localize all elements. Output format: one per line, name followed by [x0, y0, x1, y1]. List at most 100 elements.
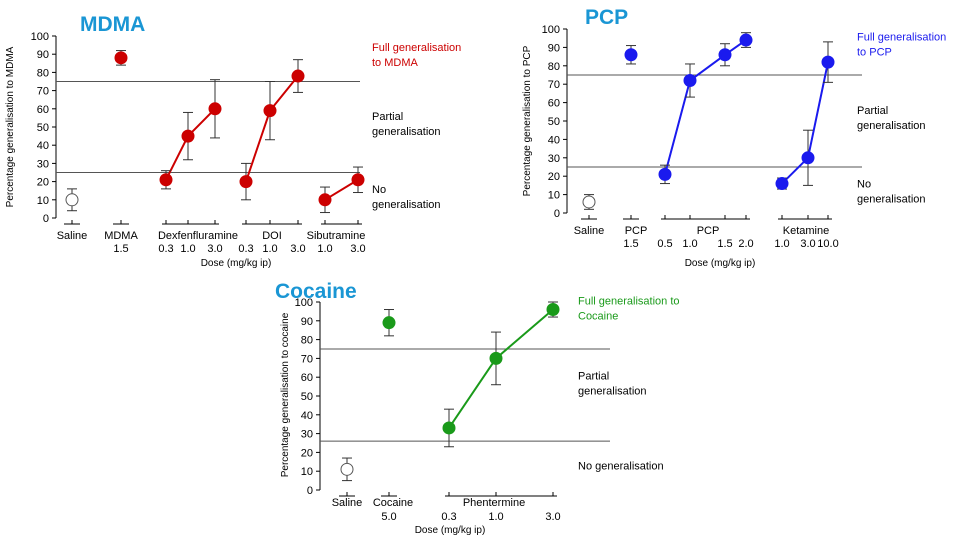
- cocaine-y-tick-label: 40: [301, 410, 313, 422]
- cocaine-annotation: No generalisation: [578, 460, 664, 472]
- mdma-y-tick-label: 70: [37, 86, 49, 98]
- pcp-y-tick-label: 80: [548, 61, 560, 73]
- pcp-x-dose-label: 1.5: [717, 238, 732, 250]
- mdma-data-point: [291, 69, 305, 83]
- mdma-chart-title: MDMA: [80, 13, 145, 36]
- cocaine-y-tick-label: 30: [301, 429, 313, 441]
- cocaine-series-line: [448, 308, 554, 429]
- pcp-x-dose-label: 1.0: [682, 238, 697, 250]
- mdma-y-tick-label: 30: [37, 158, 49, 170]
- cocaine-y-tick-label: 70: [301, 353, 313, 365]
- mdma-x-dose-label: 0.3: [158, 243, 173, 255]
- mdma-y-tick-label: 60: [37, 104, 49, 116]
- cocaine-annotation: Partial: [578, 371, 609, 383]
- mdma-data-point: [351, 173, 365, 187]
- pcp-annotation: Partial: [857, 105, 888, 117]
- cocaine-x-dose-label: 3.0: [545, 511, 560, 523]
- cocaine-data-point: [442, 421, 456, 435]
- mdma-x-group-label: Sibutramine: [307, 230, 366, 242]
- cocaine-y-tick-label: 50: [301, 391, 313, 403]
- cocaine-y-tick-label: 90: [301, 316, 313, 328]
- pcp-data-point: [801, 151, 815, 165]
- cocaine-y-tick-label: 100: [295, 297, 313, 309]
- pcp-x-dose-label: 3.0: [800, 238, 815, 250]
- mdma-x-group-label: DOI: [262, 230, 282, 242]
- cocaine-x-dose-label: 5.0: [381, 511, 396, 523]
- mdma-x-group-label: Saline: [57, 230, 88, 242]
- pcp-y-tick-label: 100: [542, 24, 560, 36]
- mdma-x-dose-label: 3.0: [207, 243, 222, 255]
- pcp-y-tick-label: 90: [548, 42, 560, 54]
- mdma-x-dose-label: 3.0: [350, 243, 365, 255]
- cocaine-y-tick-label: 0: [307, 485, 313, 497]
- cocaine-annotation: generalisation: [578, 386, 647, 398]
- cocaine-x-axis-label: Dose (mg/kg ip): [415, 525, 486, 536]
- pcp-data-point: [582, 195, 596, 209]
- pcp-data-point: [739, 33, 753, 47]
- mdma-annotation: Partial: [372, 111, 403, 123]
- pcp-y-tick-label: 30: [548, 153, 560, 165]
- pcp-y-tick-label: 10: [548, 190, 560, 202]
- mdma-annotation: No: [372, 184, 386, 196]
- pcp-y-tick-label: 0: [554, 208, 560, 220]
- mdma-data-point: [239, 175, 253, 189]
- mdma-data-point: [318, 193, 332, 207]
- pcp-x-axis-label: Dose (mg/kg ip): [685, 258, 756, 269]
- pcp-x-dose-label: 10.0: [817, 238, 838, 250]
- mdma-y-axis-label: Percentage generalisation to MDMA: [5, 46, 16, 207]
- cocaine-annotation: Cocaine: [578, 310, 618, 322]
- pcp-x-dose-label: 2.0: [738, 238, 753, 250]
- mdma-data-point: [208, 102, 222, 116]
- mdma-y-tick-label: 0: [43, 213, 49, 225]
- cocaine-x-group-label: Saline: [332, 497, 363, 509]
- mdma-y-tick-label: 50: [37, 122, 49, 134]
- cocaine-data-point: [546, 303, 560, 317]
- mdma-x-dose-label: 1.0: [180, 243, 195, 255]
- pcp-annotation: generalisation: [857, 120, 926, 132]
- mdma-y-tick-label: 40: [37, 140, 49, 152]
- mdma-annotation: generalisation: [372, 126, 441, 138]
- mdma-annotation: generalisation: [372, 199, 441, 211]
- cocaine-data-point: [340, 462, 354, 476]
- pcp-data-point: [775, 177, 789, 191]
- cocaine-annotation: Full generalisation to: [578, 295, 680, 307]
- pcp-annotation: No: [857, 179, 871, 191]
- pcp-x-dose-label: 1.5: [623, 238, 638, 250]
- mdma-x-group-label: Dexfenfluramine: [158, 230, 238, 242]
- pcp-annotation: Full generalisation: [857, 31, 946, 43]
- pcp-annotation: to PCP: [857, 46, 892, 58]
- mdma-data-point: [65, 193, 79, 207]
- pcp-data-point: [624, 48, 638, 62]
- mdma-data-point: [159, 173, 173, 187]
- mdma-annotation: Full generalisation: [372, 42, 461, 54]
- cocaine-x-group-label: Phentermine: [463, 497, 525, 509]
- cocaine-y-tick-label: 60: [301, 372, 313, 384]
- pcp-y-tick-label: 40: [548, 134, 560, 146]
- pcp-data-point: [658, 167, 672, 181]
- cocaine-chart-title: Cocaine: [275, 280, 357, 303]
- mdma-x-dose-label: 0.3: [238, 243, 253, 255]
- pcp-x-dose-label: 1.0: [774, 238, 789, 250]
- mdma-x-group-label: MDMA: [104, 230, 138, 242]
- pcp-series-line: [664, 39, 747, 175]
- cocaine-y-tick-label: 80: [301, 335, 313, 347]
- mdma-y-tick-label: 20: [37, 177, 49, 189]
- mdma-x-dose-label: 3.0: [290, 243, 305, 255]
- pcp-y-tick-label: 20: [548, 171, 560, 183]
- pcp-y-tick-label: 70: [548, 79, 560, 91]
- pcp-y-tick-label: 60: [548, 98, 560, 110]
- cocaine-y-axis-label: Percentage generalisation to cocaine: [280, 312, 291, 477]
- pcp-x-group-label: PCP: [625, 225, 648, 237]
- mdma-data-point: [181, 129, 195, 143]
- mdma-annotation: to MDMA: [372, 57, 419, 69]
- mdma-y-tick-label: 100: [31, 31, 49, 43]
- mdma-y-tick-label: 10: [37, 195, 49, 207]
- mdma-x-dose-label: 1.5: [113, 243, 128, 255]
- cocaine-x-dose-label: 1.0: [488, 511, 503, 523]
- mdma-y-tick-label: 90: [37, 49, 49, 61]
- pcp-data-point: [718, 48, 732, 62]
- pcp-data-point: [683, 74, 697, 88]
- cocaine-y-tick-label: 20: [301, 447, 313, 459]
- mdma-data-point: [114, 51, 128, 65]
